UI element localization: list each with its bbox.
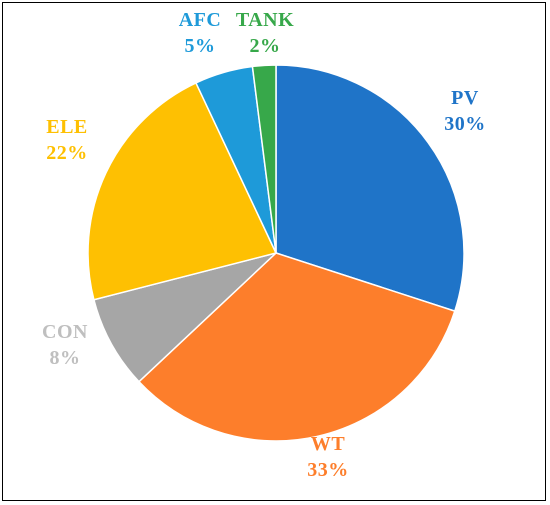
slice-label-tank: TANK bbox=[236, 9, 294, 31]
pie-slice-wt bbox=[137, 252, 456, 442]
slice-label-wt: WT bbox=[311, 433, 346, 455]
pie-slice-pv bbox=[275, 64, 465, 313]
slice-percent-wt: 33% bbox=[307, 459, 349, 481]
slice-percent-con: 8% bbox=[50, 347, 81, 369]
pie-slice-con bbox=[92, 252, 277, 383]
slice-percent-ele: 22% bbox=[46, 142, 88, 164]
slice-percent-tank: 2% bbox=[250, 35, 281, 57]
slice-label-pv: PV bbox=[451, 87, 479, 109]
slice-label-con: CON bbox=[42, 321, 88, 343]
slice-label-afc: AFC bbox=[179, 9, 222, 31]
pie-slice-tank bbox=[251, 64, 277, 254]
pie-labels: PV 30% WT 33% CON 8% ELE 22% AFC 5% TANK 2% bbox=[42, 9, 486, 481]
slice-label-ele: ELE bbox=[46, 116, 88, 138]
slice-percent-pv: 30% bbox=[444, 113, 486, 135]
pie-slice-ele bbox=[87, 81, 278, 301]
pie-slices bbox=[87, 64, 465, 442]
slice-percent-afc: 5% bbox=[185, 35, 216, 57]
